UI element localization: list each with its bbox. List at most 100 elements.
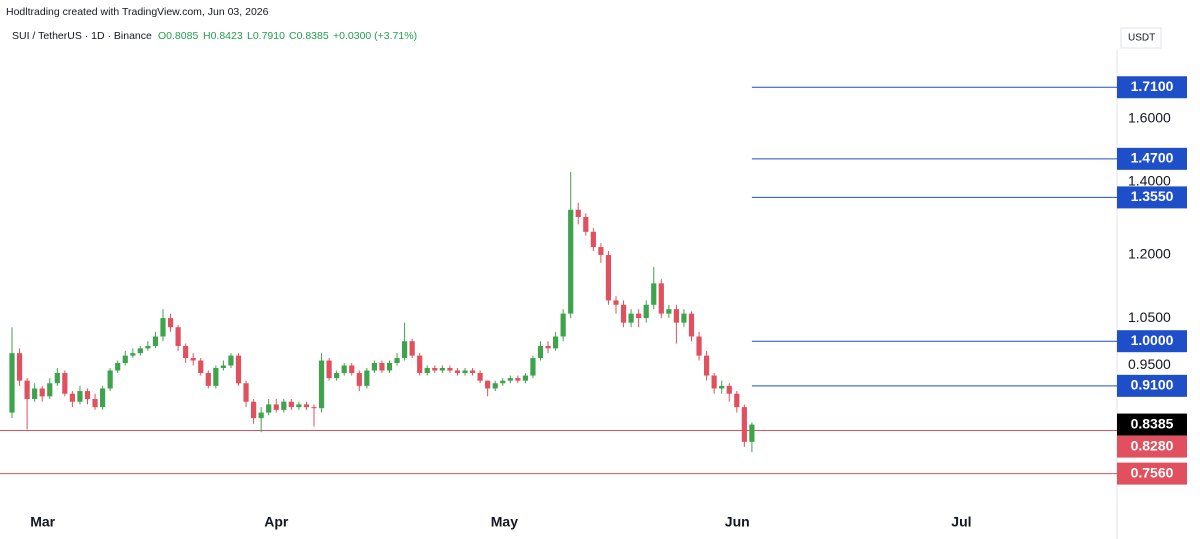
candle-body [100, 388, 106, 408]
candle-body [492, 383, 498, 389]
candle-body [500, 380, 506, 384]
level-label: 1.3550 [1131, 188, 1174, 204]
candle-body [530, 358, 536, 376]
x-tick-label: Mar [30, 514, 55, 530]
y-tick-label: 0.9500 [1128, 356, 1171, 372]
source-credit: Hodltrading created with TradingView.com… [6, 6, 269, 18]
candle-body [77, 391, 83, 402]
candle-body [553, 336, 559, 349]
level-label: 1.0000 [1131, 332, 1174, 348]
level-label: 1.7100 [1131, 78, 1174, 94]
candle-body [741, 407, 747, 442]
candle-body [726, 385, 732, 394]
level-label-box [1117, 147, 1187, 170]
candle-body [711, 375, 717, 389]
candle-body [54, 373, 60, 384]
level-label: 1.4700 [1131, 150, 1174, 166]
y-tick-label: 1.0500 [1128, 309, 1171, 325]
candle-body [9, 353, 15, 413]
status-value: +0.0300 (+3.71%) [333, 30, 417, 42]
candle-body [688, 313, 695, 337]
support-label: 0.7560 [1131, 464, 1174, 480]
status-value: H0.8423 [203, 30, 243, 42]
last-price-label-box [1117, 413, 1187, 436]
candle-body [379, 362, 385, 371]
candle-body [605, 254, 612, 301]
candle-body [417, 355, 423, 374]
candle-body [560, 313, 566, 337]
candle-body [84, 391, 91, 400]
candle-body [288, 401, 294, 408]
currency: USDT [1128, 33, 1155, 44]
support-label-box [1117, 435, 1187, 458]
candle-body [296, 404, 302, 408]
candle-body [115, 362, 121, 371]
currency-box [1120, 27, 1162, 49]
status-value: L0.7910 [247, 30, 285, 42]
candle-body [303, 404, 310, 408]
candle-body [485, 380, 491, 389]
candle-body [454, 370, 461, 374]
x-tick-label: Jul [951, 514, 971, 530]
candle-body [32, 388, 38, 400]
candle-body [318, 360, 325, 409]
x-tick-label: May [491, 514, 518, 530]
candle-body [167, 318, 174, 328]
candle-body [515, 378, 521, 381]
candle-body [205, 373, 211, 386]
status-value: C0.8385 [289, 30, 329, 42]
candle-body [568, 209, 574, 314]
candle-body [749, 424, 755, 442]
level-label-box [1117, 330, 1187, 353]
candle-body [334, 373, 340, 379]
candle-body [409, 341, 415, 356]
candle-body [235, 355, 242, 384]
candle-body [137, 348, 143, 354]
candle-body [356, 373, 362, 386]
y-tick-label: 1.6000 [1128, 109, 1171, 125]
candle-body [598, 247, 604, 255]
candle-body [628, 313, 634, 323]
last-price-label: 0.8385 [1131, 415, 1174, 431]
candle-body [220, 365, 226, 368]
candle-body [673, 309, 679, 323]
candle-body [522, 375, 528, 381]
candle-body [537, 345, 544, 359]
candle-body [402, 341, 408, 359]
candle-body [152, 336, 159, 346]
candle-body [266, 404, 272, 413]
candle-body [62, 373, 68, 394]
candle-body [620, 304, 627, 323]
candle-body [47, 383, 53, 397]
candle-body [439, 367, 445, 371]
candle-body [243, 383, 249, 402]
candle-body [424, 367, 430, 374]
support-label: 0.8280 [1131, 437, 1174, 453]
candle-body [371, 362, 377, 371]
candle-body [24, 380, 30, 400]
candle-body [696, 336, 702, 356]
candle-body [447, 367, 453, 371]
candle-body [719, 385, 725, 389]
x-tick-label: Jun [725, 514, 750, 530]
candle-body [545, 345, 551, 349]
chart-title: SUI / TetherUS · 1D · Binance [12, 30, 152, 42]
candle-body [130, 353, 136, 356]
candle-body [386, 362, 393, 371]
candle-body [575, 209, 581, 218]
candle-body [462, 370, 468, 374]
candle-body [643, 304, 649, 319]
candle-body [583, 217, 589, 232]
candle-body [432, 367, 438, 371]
candle-body [251, 401, 257, 419]
candle-body [190, 358, 196, 361]
candle-body [734, 393, 740, 408]
level-label: 0.9100 [1131, 377, 1174, 393]
candle-body [704, 355, 710, 376]
candle-body [666, 309, 672, 314]
candle-body [122, 355, 128, 363]
level-label-box [1117, 374, 1187, 397]
candle-body [326, 360, 332, 379]
candle-body [160, 318, 166, 337]
